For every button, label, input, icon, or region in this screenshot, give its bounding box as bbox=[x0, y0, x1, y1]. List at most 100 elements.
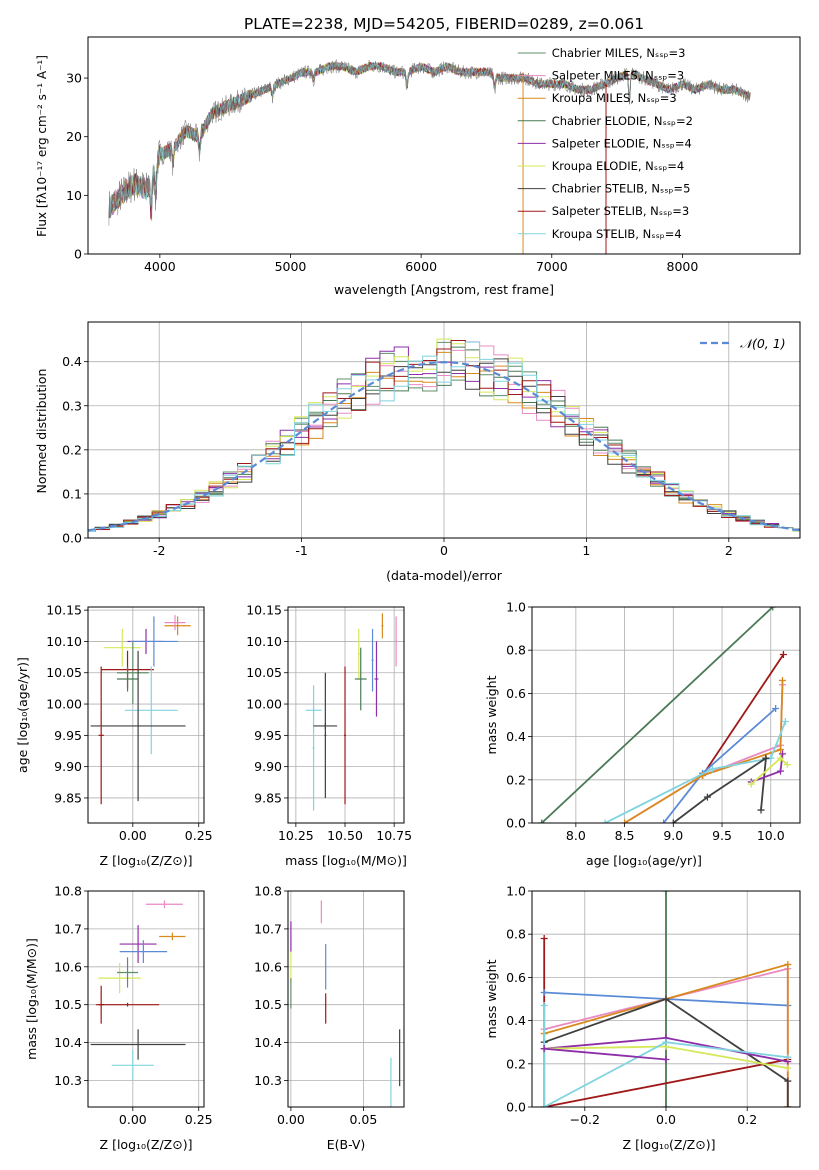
mass-weight-marker bbox=[747, 780, 755, 788]
x-tick-label: 8000 bbox=[667, 259, 699, 274]
y-tick-label: 10.00 bbox=[46, 697, 82, 712]
y-tick-label: 0.0 bbox=[506, 1100, 526, 1115]
mass-weight-marker bbox=[784, 1077, 792, 1085]
x-tick-label: 0.00 bbox=[277, 1112, 305, 1127]
mass-weight-marker bbox=[784, 1053, 792, 1061]
age-z-xlabel: Z [log₁₀(Z/Z⊙)] bbox=[100, 853, 193, 868]
x-tick-label: 9.0 bbox=[663, 828, 683, 843]
spectrum-panel: PLATE=2238, MJD=54205, FIBERID=0289, z=0… bbox=[35, 15, 801, 297]
x-tick-label: 10.25 bbox=[278, 828, 314, 843]
x-tick-label: 0 bbox=[440, 543, 448, 558]
mass-weight-marker bbox=[538, 819, 546, 823]
axes-frame bbox=[87, 36, 801, 255]
plot-area bbox=[90, 615, 191, 805]
age-z-ylabel: age [log₁₀(age/yr)] bbox=[15, 657, 30, 773]
x-tick-label: 10.0 bbox=[757, 828, 785, 843]
y-tick-label: 0 bbox=[74, 247, 82, 262]
age-vs-mass-panel: mass [log₁₀(M/M⊙)] 10.25 10.50 10.75 9.85 9.… bbox=[246, 603, 412, 868]
mass-weight-marker bbox=[662, 891, 670, 895]
x-tick-label: 8.5 bbox=[615, 828, 635, 843]
y-tick-label: 10.4 bbox=[254, 1035, 282, 1050]
y-tick-label: 10.10 bbox=[46, 634, 82, 649]
y-tick-label: 0.8 bbox=[506, 643, 526, 658]
x-tick-label: 9.5 bbox=[712, 828, 732, 843]
residual-histogram-step bbox=[88, 340, 800, 532]
mass-vs-z-panel: Z [log₁₀(Z/Z⊙)] mass [log₁₀(M/M⊙)] 0.00 0… bbox=[24, 884, 213, 1153]
normal-reference-curve bbox=[88, 360, 800, 532]
axes-frame bbox=[87, 890, 205, 1108]
mass-weight-vs-z-panel: Z [log₁₀(Z/Z⊙)] mass weight −0.2 0.0 0.2 0.… bbox=[484, 884, 801, 1152]
legend-entry: Kroupa MILES, Nₛₛₚ=3 bbox=[552, 91, 677, 105]
y-tick-label: 0.8 bbox=[506, 927, 526, 942]
y-tick-label: 10.10 bbox=[246, 634, 282, 649]
mass-weight-marker bbox=[540, 1045, 548, 1053]
y-tick-label: 0.4 bbox=[506, 1013, 526, 1028]
mass-weight-marker bbox=[540, 1103, 548, 1107]
y-tick-label: 30 bbox=[66, 71, 82, 86]
residual-histogram-step bbox=[88, 351, 800, 532]
y-tick-label: 0.6 bbox=[506, 686, 526, 701]
y-tick-label: 10.3 bbox=[54, 1073, 82, 1088]
plot-area bbox=[290, 900, 401, 1107]
x-tick-label: 0.05 bbox=[349, 1112, 377, 1127]
mass-weight-marker bbox=[540, 935, 548, 943]
mw-age-xlabel: age [log₁₀(age/yr)] bbox=[586, 853, 702, 868]
mw-z-ylabel: mass weight bbox=[484, 959, 499, 1038]
observed-spectrum-line bbox=[108, 59, 751, 226]
age-mass-xlabel: mass [log₁₀(M/M⊙)] bbox=[285, 853, 407, 868]
mw-z-xlabel: Z [log₁₀(Z/Z⊙)] bbox=[623, 1137, 716, 1152]
mass-weight-line bbox=[624, 680, 784, 823]
x-tick-label: −0.2 bbox=[570, 1112, 600, 1127]
y-tick-label: 10.7 bbox=[54, 921, 82, 936]
age-vs-z-panel: Z [log₁₀(Z/Z⊙)] age [log₁₀(age/yr)] 0.00… bbox=[15, 603, 213, 868]
x-tick-label: 10.75 bbox=[376, 828, 412, 843]
mass-weight-marker bbox=[662, 1055, 670, 1063]
residual-histogram-step bbox=[88, 338, 800, 532]
legend-entry: Salpeter MILES, Nₛₛₚ=3 bbox=[552, 69, 685, 83]
y-tick-label: 9.90 bbox=[254, 759, 282, 774]
axes-frame bbox=[531, 606, 801, 824]
plot-area bbox=[540, 891, 792, 1107]
plot-area bbox=[88, 338, 800, 532]
y-tick-label: 10.5 bbox=[54, 997, 82, 1012]
mass-weight-marker bbox=[777, 754, 785, 762]
x-tick-label: 7000 bbox=[536, 259, 568, 274]
x-tick-label: -2 bbox=[153, 543, 165, 558]
x-tick-label: 0.00 bbox=[119, 1112, 147, 1127]
y-tick-label: 0.2 bbox=[62, 442, 82, 457]
y-tick-label: 10.15 bbox=[246, 603, 282, 618]
y-tick-label: 10 bbox=[66, 188, 82, 203]
mass-weight-line bbox=[624, 684, 784, 823]
plot-area bbox=[90, 900, 186, 1081]
mass-weight-marker bbox=[784, 1103, 792, 1107]
y-tick-label: 9.95 bbox=[254, 728, 282, 743]
mass-weight-marker bbox=[757, 806, 765, 814]
mass-weight-marker bbox=[777, 746, 785, 754]
mass-weight-marker bbox=[662, 1038, 670, 1046]
y-tick-label: 10.15 bbox=[46, 603, 82, 618]
mass-weight-marker bbox=[660, 819, 668, 823]
mass-ebv-xlabel: E(B-V) bbox=[327, 1137, 366, 1152]
y-tick-label: 9.95 bbox=[54, 728, 82, 743]
mass-weight-marker bbox=[772, 705, 780, 713]
y-tick-label: 10.7 bbox=[254, 921, 282, 936]
x-tick-label: 0.25 bbox=[185, 828, 213, 843]
y-tick-label: 10.00 bbox=[246, 697, 282, 712]
mass-weight-marker bbox=[762, 754, 770, 762]
mass-weight-line bbox=[543, 1005, 788, 1107]
axes-frame bbox=[287, 606, 405, 824]
residual-histogram-panel: (data-model)/error Normed distribution -… bbox=[34, 321, 801, 583]
mass-weight-line bbox=[701, 653, 785, 777]
mass-weight-marker bbox=[540, 1001, 548, 1009]
residual-xlabel: (data-model)/error bbox=[386, 568, 503, 583]
y-tick-label: 0.0 bbox=[506, 816, 526, 831]
spectrum-xlabel: wavelength [Angstrom, rest frame] bbox=[334, 282, 554, 297]
mass-weight-marker bbox=[781, 717, 789, 725]
legend-entry: Salpeter STELIB, Nₛₛₚ=3 bbox=[552, 204, 690, 218]
x-tick-label: 0.00 bbox=[119, 828, 147, 843]
axes-frame bbox=[87, 321, 801, 539]
y-tick-label: 9.85 bbox=[254, 790, 282, 805]
x-tick-label: 10.50 bbox=[327, 828, 363, 843]
mass-weight-line bbox=[541, 607, 774, 823]
